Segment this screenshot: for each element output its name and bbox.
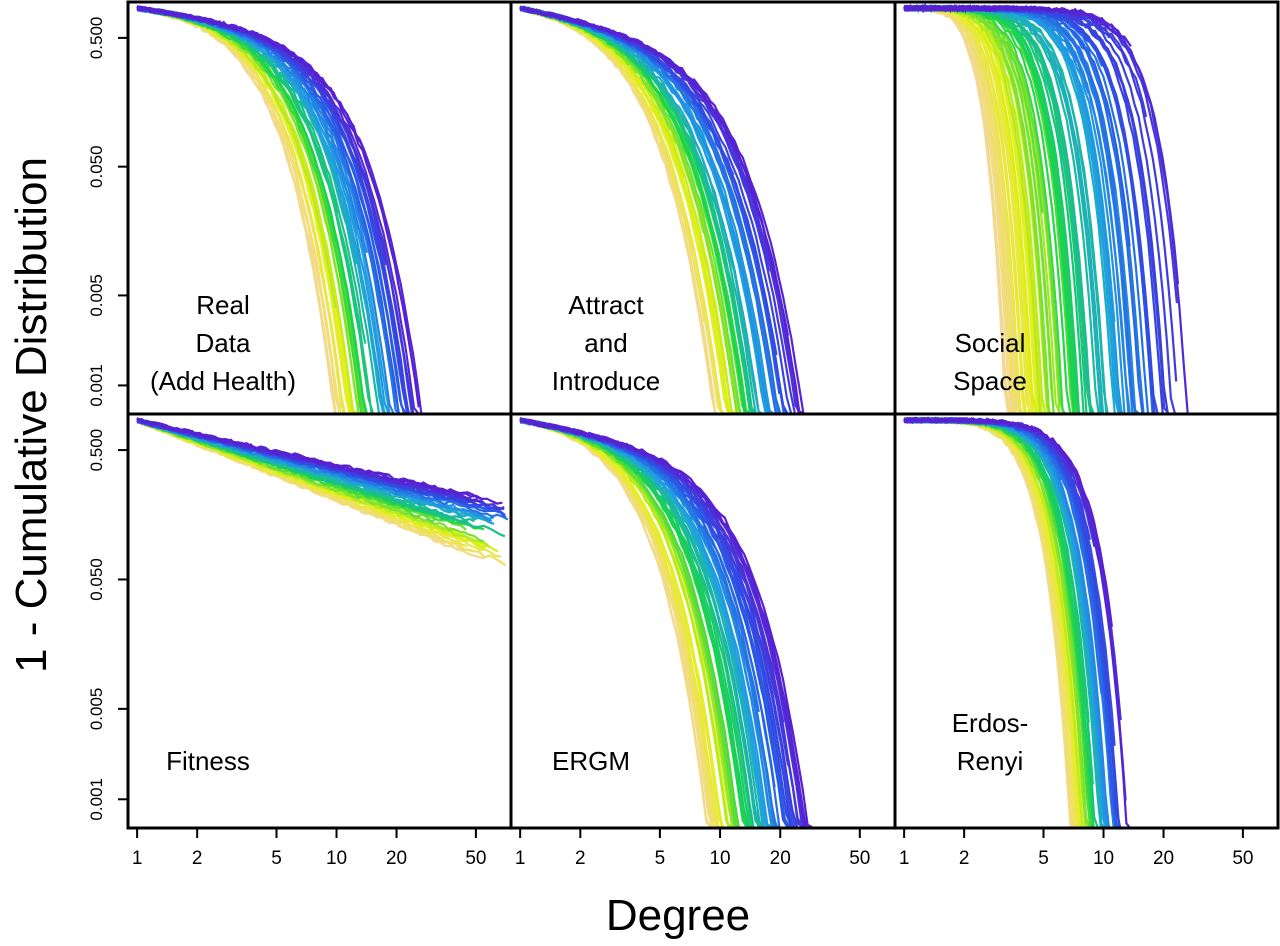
panel-label: and (584, 328, 627, 358)
panel-label: Space (953, 366, 1027, 396)
panel-label: ERGM (552, 746, 630, 776)
panel-label: Social (955, 328, 1026, 358)
panel-label: Data (196, 328, 251, 358)
panel-label: Fitness (166, 746, 250, 776)
x-tick-label: 10 (326, 848, 347, 869)
x-tick-label: 1 (515, 848, 526, 869)
panel-label: Introduce (552, 366, 660, 396)
y-tick-label: 0.001 (87, 364, 106, 407)
x-tick-label: 2 (192, 848, 203, 869)
panels-layer (136, 2, 1189, 828)
series-line (519, 418, 813, 828)
x-tick-label: 2 (575, 848, 586, 869)
panel-attract-introduce (519, 5, 805, 414)
panel-label: Renyi (957, 746, 1023, 776)
y-tick-label: 0.050 (87, 145, 106, 188)
x-tick-label: 20 (770, 848, 791, 869)
panel-social-space (903, 2, 1189, 414)
x-tick-label: 1 (899, 848, 910, 869)
panel-label: Real (196, 290, 249, 320)
y-tick-label: 0.500 (87, 429, 106, 472)
series-line (136, 5, 420, 408)
panel-ergm (519, 417, 813, 828)
panel-label: Erdos- (952, 708, 1029, 738)
x-tick-label: 5 (655, 848, 666, 869)
x-tick-label: 50 (849, 848, 870, 869)
panel-frame (893, 412, 1280, 830)
x-axis-title: Degree (606, 891, 750, 940)
ticks-layer: 1 2 5 10 20 50 1 2 5 10 20 50 1 2 5 10 20 50 0.001 0.005 0.0… (87, 17, 1253, 869)
series-line (903, 4, 1092, 17)
y-axis-title: 1 - Cumulative Distribution (7, 157, 56, 673)
x-tick-label: 5 (271, 848, 282, 869)
x-tick-label: 20 (386, 848, 407, 869)
panel-real-data (136, 5, 423, 414)
x-tick-label: 1 (132, 848, 143, 869)
y-tick-label: 0.005 (87, 274, 106, 317)
x-tick-label: 50 (465, 848, 486, 869)
y-tick-label: 0.005 (87, 688, 106, 731)
x-tick-label: 20 (1153, 848, 1174, 869)
x-tick-label: 10 (709, 848, 730, 869)
x-tick-label: 2 (959, 848, 970, 869)
y-tick-label: 0.001 (87, 778, 106, 821)
panel-frame (509, 0, 897, 416)
series-line (136, 417, 503, 505)
x-tick-label: 10 (1093, 848, 1114, 869)
panel-frame (126, 0, 513, 416)
series-line (520, 7, 804, 414)
panel-fitness (136, 417, 509, 567)
y-tick-label: 0.050 (87, 558, 106, 601)
panel-label: (Add Health) (150, 366, 296, 396)
panel-label: Attract (568, 290, 644, 320)
y-tick-label: 0.500 (87, 17, 106, 60)
panel-erdos-renyi (903, 416, 1131, 828)
series-line (903, 416, 1113, 627)
x-tick-label: 5 (1038, 848, 1049, 869)
x-tick-label: 50 (1232, 848, 1253, 869)
frame-layer: Real Data (Add Health) Attract and Introduce S… (126, 0, 1280, 830)
series-line (136, 6, 420, 414)
